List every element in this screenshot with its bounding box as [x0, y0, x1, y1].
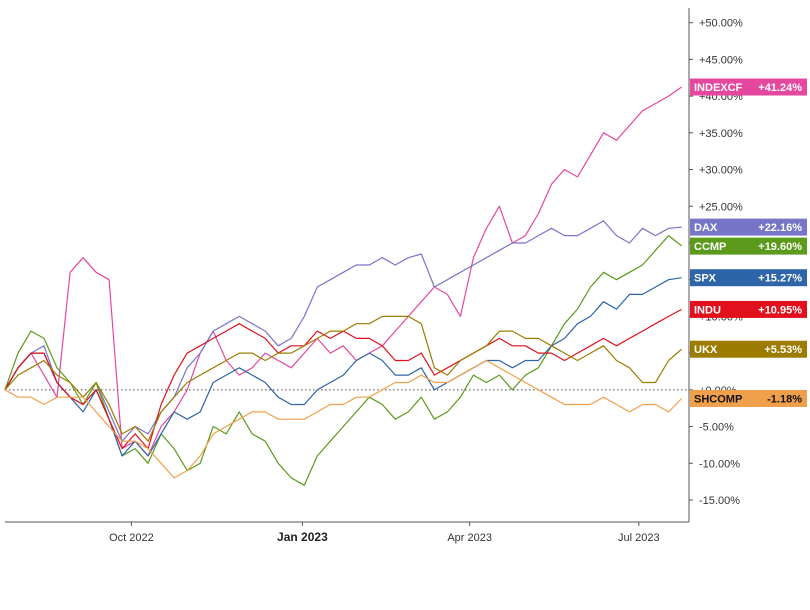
- y-tick-label: +30.00%: [699, 165, 743, 177]
- x-axis-ticks: Oct 2022 Jan 2023 Apr 2023 Jul 2023: [109, 522, 660, 544]
- value-tag-value: +5.53%: [764, 344, 802, 356]
- value-tag-ccmp: CCMP +19.60%: [690, 237, 807, 255]
- y-tick-label: +45.00%: [699, 54, 743, 66]
- axes-layer: [5, 8, 690, 523]
- value-tag-name: SPX: [694, 273, 717, 285]
- value-tag-name: SHCOMP: [694, 393, 742, 405]
- series-line-indu: [4, 308, 682, 450]
- series-line-spx: [4, 277, 682, 457]
- value-tag-dax: DAX +22.16%: [690, 218, 807, 236]
- value-tag-value: -1.18%: [767, 393, 802, 405]
- value-tag-ukx: UKX +5.53%: [690, 340, 807, 358]
- value-tag-name: CCMP: [694, 241, 726, 253]
- y-tick-label: -5.00%: [699, 422, 734, 434]
- value-tag-shcomp: SHCOMP -1.18%: [690, 389, 807, 407]
- y-tick-label: +25.00%: [699, 201, 743, 213]
- value-tag-name: INDEXCF: [694, 82, 743, 94]
- value-tag-bg: [690, 218, 807, 236]
- value-tag-indu: INDU +10.95%: [690, 300, 807, 318]
- value-tag-value: +19.60%: [758, 241, 802, 253]
- x-tick-label: Apr 2023: [447, 532, 492, 544]
- series-line-ukx: [4, 315, 682, 442]
- series-line-shcomp: [4, 359, 683, 479]
- value-tag-bg: [690, 340, 807, 358]
- y-tick-label: +35.00%: [699, 128, 743, 140]
- value-tag-spx: SPX +15.27%: [690, 269, 807, 287]
- y-tick-label: -15.00%: [699, 495, 740, 507]
- value-tag-bg: [690, 78, 807, 96]
- series-line-indexcf: [4, 86, 682, 457]
- x-tick-label: Oct 2022: [109, 532, 154, 544]
- y-tick-label: -10.00%: [699, 458, 740, 470]
- value-tag-name: UKX: [694, 344, 718, 356]
- value-tag-indexcf: INDEXCF +41.24%: [690, 78, 807, 96]
- value-tag-bg: [690, 300, 807, 318]
- series-line-dax: [4, 220, 682, 442]
- series-line-ccmp: [4, 235, 682, 486]
- value-tag-bg: [690, 237, 807, 255]
- value-tag-name: DAX: [694, 222, 718, 234]
- series-layer: [4, 86, 683, 486]
- value-tag-value: +15.27%: [758, 273, 802, 285]
- value-tag-value: +10.95%: [758, 304, 802, 316]
- value-tag-value: +22.16%: [758, 222, 802, 234]
- value-tag-bg: [690, 389, 807, 407]
- value-tag-name: INDU: [694, 304, 721, 316]
- x-tick-label: Jul 2023: [618, 532, 660, 544]
- series-value-tags: INDEXCF +41.24% DAX +22.16% CCMP +19.60% SPX +1…: [690, 78, 807, 407]
- y-tick-label: +50.00%: [699, 18, 743, 30]
- value-tag-value: +41.24%: [758, 82, 802, 94]
- x-tick-label: Jan 2023: [277, 530, 328, 544]
- value-tag-bg: [690, 269, 807, 287]
